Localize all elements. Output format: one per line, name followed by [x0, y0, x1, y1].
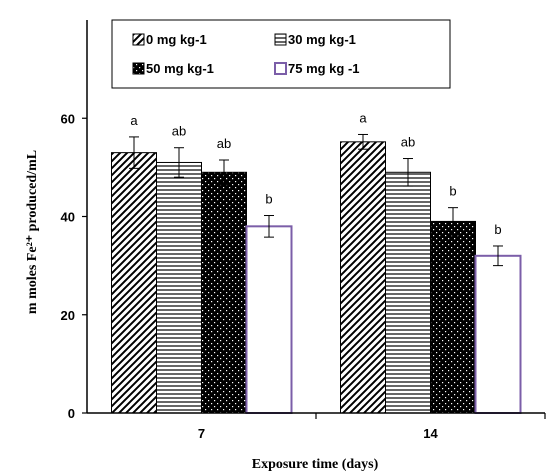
legend-box — [111, 19, 451, 89]
y-tick-label: 60 — [61, 111, 75, 126]
legend-label: 50 mg kg-1 — [146, 61, 214, 76]
x-tick-label: 14 — [423, 426, 438, 441]
significance-label: b — [265, 192, 272, 207]
bar — [156, 161, 202, 414]
y-tick-label: 0 — [68, 406, 75, 421]
significance-label: b — [449, 184, 456, 199]
legend-label: 30 mg kg-1 — [288, 32, 356, 47]
x-tick-label: 7 — [198, 426, 205, 441]
legend-label: 75 mg kg -1 — [288, 61, 360, 76]
bar — [430, 220, 476, 414]
bar — [474, 254, 522, 414]
bar — [201, 171, 247, 414]
y-axis-title: m moles Fe²⁺ produced/mL — [25, 150, 40, 314]
significance-label: a — [130, 113, 138, 128]
y-tick-label: 20 — [61, 308, 75, 323]
significance-label: ab — [401, 135, 415, 150]
legend-label: 0 mg kg-1 — [146, 32, 207, 47]
legend: 0 mg kg-1 30 mg kg-1 50 mg kg-1 75 mg kg -1 — [111, 19, 451, 89]
significance-label: ab — [172, 124, 186, 139]
bar — [385, 171, 431, 414]
bar — [245, 225, 293, 414]
significance-label: b — [494, 222, 501, 237]
bar — [111, 152, 157, 414]
significance-label: ab — [217, 136, 231, 151]
x-axis-title: Exposure time (days) — [252, 457, 379, 472]
y-tick-label: 40 — [61, 210, 75, 225]
legend-swatch — [274, 62, 287, 75]
legend-swatch — [274, 33, 287, 46]
significance-label: a — [359, 110, 367, 125]
legend-swatch — [132, 62, 145, 75]
legend-swatch — [132, 33, 145, 46]
bar — [340, 141, 386, 414]
